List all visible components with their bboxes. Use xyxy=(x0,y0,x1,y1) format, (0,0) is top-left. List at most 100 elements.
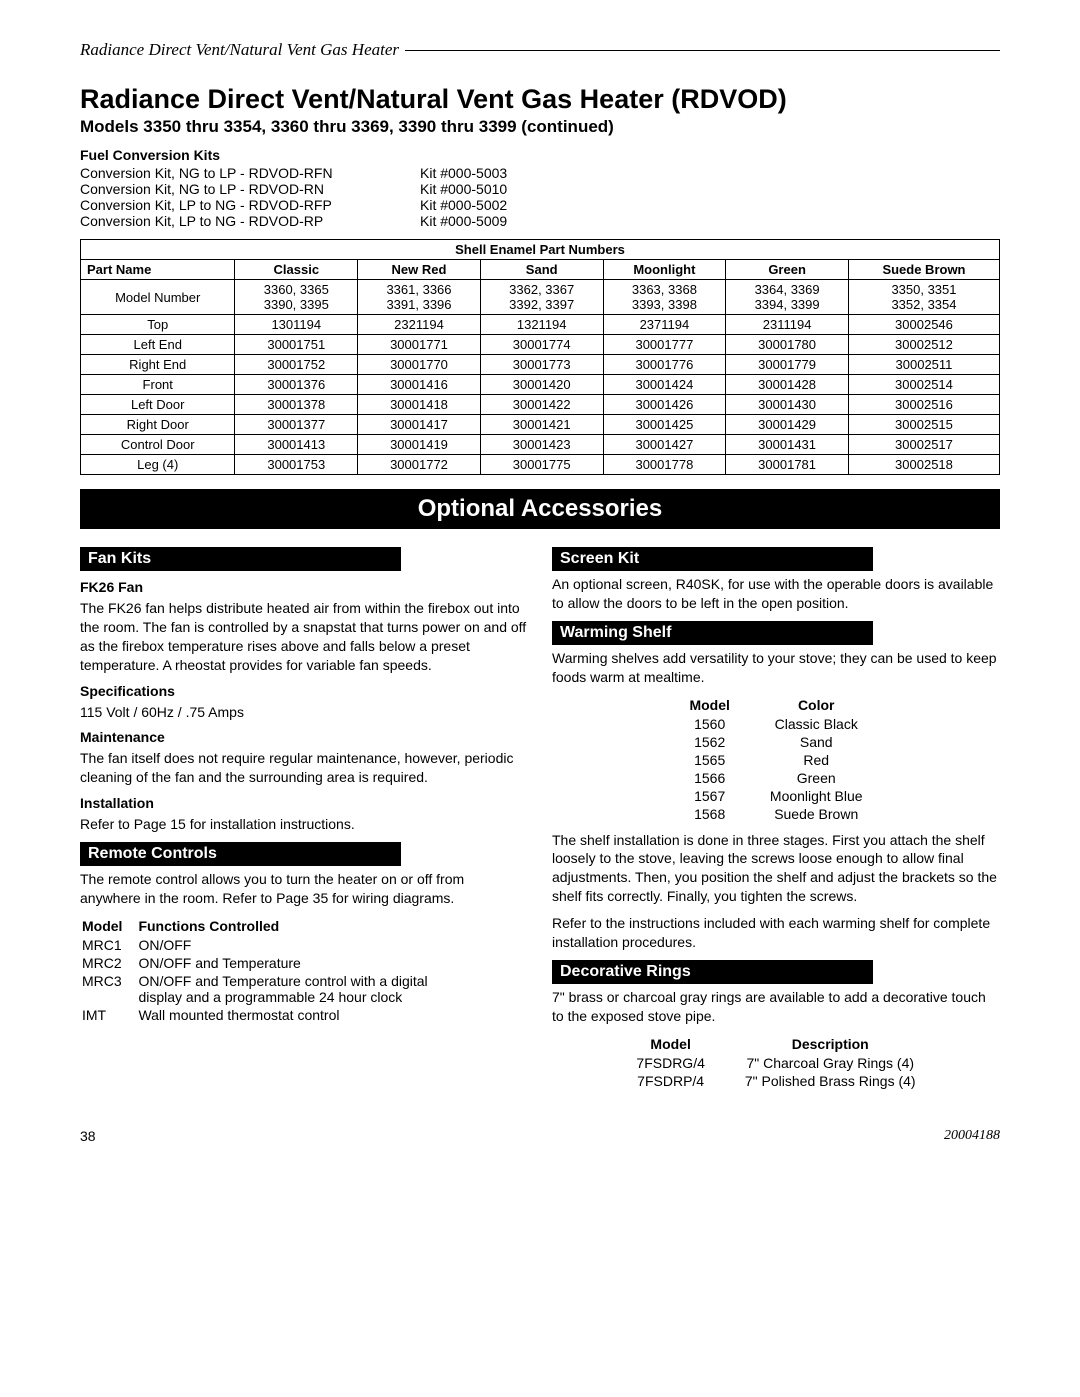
enamel-cell: 30002518 xyxy=(848,455,999,475)
remote-model: MRC1 xyxy=(80,936,136,954)
enamel-cell: 30001417 xyxy=(358,415,481,435)
enamel-cell: 30001772 xyxy=(358,455,481,475)
enamel-row-label: Model Number xyxy=(81,280,235,315)
remote-model: IMT xyxy=(80,1006,136,1024)
enamel-cell: 30002517 xyxy=(848,435,999,455)
enamel-row-label: Front xyxy=(81,375,235,395)
enamel-cell: 30001773 xyxy=(480,355,603,375)
remote-table: Model Functions Controlled MRC1ON/OFFMRC… xyxy=(80,916,452,1024)
spec-text: 115 Volt / 60Hz / .75 Amps xyxy=(80,703,528,722)
right-column: Screen Kit An optional screen, R40SK, fo… xyxy=(552,539,1000,1098)
warming-color: Suede Brown xyxy=(750,805,883,823)
warming-p2: The shelf installation is done in three … xyxy=(552,831,1000,907)
enamel-row-label: Right End xyxy=(81,355,235,375)
enamel-cell: 30001429 xyxy=(726,415,849,435)
doc-number: 20004188 xyxy=(944,1128,1000,1144)
fk26-heading: FK26 Fan xyxy=(80,579,528,595)
fuel-kits-heading: Fuel Conversion Kits xyxy=(80,147,1000,163)
enamel-cell: 3363, 33683393, 3398 xyxy=(603,280,726,315)
warming-color: Classic Black xyxy=(750,715,883,733)
enamel-cell: 30001425 xyxy=(603,415,726,435)
warming-text: Warming shelves add versatility to your … xyxy=(552,649,1000,687)
remote-text: The remote control allows you to turn th… xyxy=(80,870,528,908)
enamel-col: Moonlight xyxy=(603,260,726,280)
enamel-row-label: Top xyxy=(81,315,235,335)
enamel-cell: 30001778 xyxy=(603,455,726,475)
enamel-cell: 30001376 xyxy=(235,375,358,395)
enamel-cell: 30001426 xyxy=(603,395,726,415)
install-text: Refer to Page 15 for installation instru… xyxy=(80,815,528,834)
remote-func: Wall mounted thermostat control xyxy=(136,1006,452,1024)
fan-kits-banner: Fan Kits xyxy=(80,547,401,571)
enamel-title: Shell Enamel Part Numbers xyxy=(81,240,1000,260)
enamel-col: Suede Brown xyxy=(848,260,999,280)
ring-desc: 7" Charcoal Gray Rings (4) xyxy=(725,1054,936,1072)
enamel-cell: 30001752 xyxy=(235,355,358,375)
rings-col-model: Model xyxy=(616,1034,724,1054)
page-title: Radiance Direct Vent/Natural Vent Gas He… xyxy=(80,84,1000,115)
enamel-cell: 30001780 xyxy=(726,335,849,355)
enamel-cell: 30001753 xyxy=(235,455,358,475)
kit-name: Conversion Kit, LP to NG - RDVOD-RFP xyxy=(80,197,420,213)
kit-name: Conversion Kit, NG to LP - RDVOD-RFN xyxy=(80,165,420,181)
fuel-kits-list: Conversion Kit, NG to LP - RDVOD-RFNKit … xyxy=(80,165,1000,229)
rings-banner: Decorative Rings xyxy=(552,960,873,984)
enamel-cell: 30001428 xyxy=(726,375,849,395)
running-head: Radiance Direct Vent/Natural Vent Gas He… xyxy=(80,40,1000,60)
warming-color: Moonlight Blue xyxy=(750,787,883,805)
enamel-cell: 30002546 xyxy=(848,315,999,335)
running-head-text: Radiance Direct Vent/Natural Vent Gas He… xyxy=(80,40,405,60)
enamel-cell: 30001777 xyxy=(603,335,726,355)
remote-col-model: Model xyxy=(80,916,136,936)
warming-color: Sand xyxy=(750,733,883,751)
enamel-cell: 30002512 xyxy=(848,335,999,355)
rings-text: 7" brass or charcoal gray rings are avai… xyxy=(552,988,1000,1026)
remote-model: MRC3 xyxy=(80,972,136,1006)
enamel-cell: 30001431 xyxy=(726,435,849,455)
enamel-cell: 2311194 xyxy=(726,315,849,335)
kit-number: Kit #000-5003 xyxy=(420,165,507,181)
enamel-cell: 30001413 xyxy=(235,435,358,455)
enamel-cell: 2371194 xyxy=(603,315,726,335)
page-footer: 38 20004188 xyxy=(80,1128,1000,1144)
enamel-col: Part Name xyxy=(81,260,235,280)
enamel-col: Classic xyxy=(235,260,358,280)
enamel-cell: 30001770 xyxy=(358,355,481,375)
enamel-cell: 30001377 xyxy=(235,415,358,435)
enamel-cell: 30001422 xyxy=(480,395,603,415)
warming-model: 1562 xyxy=(669,733,749,751)
enamel-row-label: Left Door xyxy=(81,395,235,415)
warming-table: Model Color 1560Classic Black1562Sand156… xyxy=(669,695,882,823)
enamel-cell: 30002514 xyxy=(848,375,999,395)
warming-model: 1565 xyxy=(669,751,749,769)
enamel-row-label: Leg (4) xyxy=(81,455,235,475)
enamel-cell: 30001781 xyxy=(726,455,849,475)
enamel-cell: 30001779 xyxy=(726,355,849,375)
enamel-cell: 30002511 xyxy=(848,355,999,375)
enamel-col: Green xyxy=(726,260,849,280)
warming-color: Green xyxy=(750,769,883,787)
remote-model: MRC2 xyxy=(80,954,136,972)
enamel-row-label: Control Door xyxy=(81,435,235,455)
enamel-cell: 30001416 xyxy=(358,375,481,395)
remote-col-func: Functions Controlled xyxy=(136,916,452,936)
screen-banner: Screen Kit xyxy=(552,547,873,571)
remote-func: ON/OFF and Temperature xyxy=(136,954,452,972)
warming-col-color: Color xyxy=(750,695,883,715)
rings-table: Model Description 7FSDRG/47" Charcoal Gr… xyxy=(616,1034,935,1090)
enamel-cell: 30001774 xyxy=(480,335,603,355)
fk26-text: The FK26 fan helps distribute heated air… xyxy=(80,599,528,675)
warming-col-model: Model xyxy=(669,695,749,715)
enamel-cell: 30001378 xyxy=(235,395,358,415)
enamel-cell: 30001751 xyxy=(235,335,358,355)
accessories-banner: Optional Accessories xyxy=(80,489,1000,529)
kit-number: Kit #000-5010 xyxy=(420,181,507,197)
enamel-cell: 30001424 xyxy=(603,375,726,395)
warming-banner: Warming Shelf xyxy=(552,621,873,645)
warming-color: Red xyxy=(750,751,883,769)
page-number: 38 xyxy=(80,1128,96,1144)
ring-model: 7FSDRP/4 xyxy=(616,1072,724,1090)
maint-text: The fan itself does not require regular … xyxy=(80,749,528,787)
warming-model: 1567 xyxy=(669,787,749,805)
enamel-cell: 30001423 xyxy=(480,435,603,455)
